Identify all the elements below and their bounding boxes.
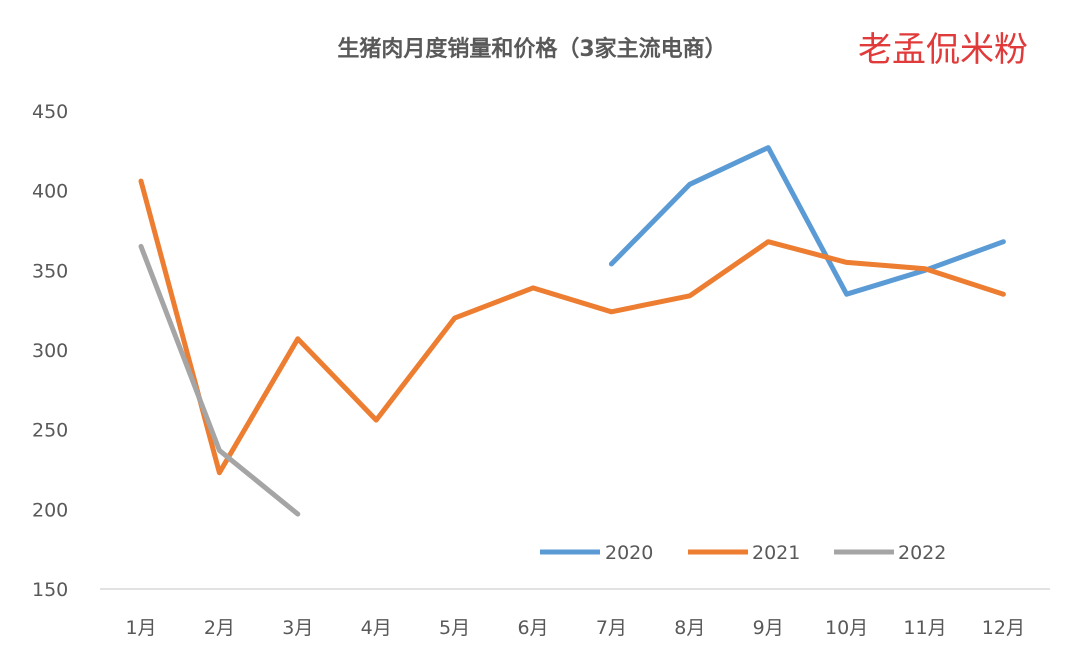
x-tick-label: 10月 xyxy=(825,617,868,639)
x-tick-label: 3月 xyxy=(282,617,313,639)
legend-label-2020: 2020 xyxy=(605,542,653,564)
x-tick-label: 5月 xyxy=(439,617,470,639)
y-tick-label: 250 xyxy=(32,420,68,442)
watermark-text: 老孟侃米粉 xyxy=(858,30,1028,70)
x-tick-label: 2月 xyxy=(204,617,235,639)
y-tick-label: 200 xyxy=(32,499,68,521)
legend: 2020 2021 2022 xyxy=(540,542,946,564)
legend-label-2022: 2022 xyxy=(898,542,946,564)
x-tick-label: 12月 xyxy=(982,617,1025,639)
series-line-2020 xyxy=(608,145,1006,297)
legend-label-2021: 2021 xyxy=(752,542,800,564)
x-tick-label: 7月 xyxy=(596,617,627,639)
y-tick-label: 350 xyxy=(32,260,68,282)
chart-title: 生猪肉月度销量和价格（3家主流电商） xyxy=(337,36,726,62)
x-axis-ticks: 1月 2月 3月 4月 5月 6月 7月 8月 9月 10月 11月 12月 xyxy=(125,617,1025,639)
legend-item-2022: 2022 xyxy=(834,542,946,564)
y-tick-label: 400 xyxy=(32,181,68,203)
y-tick-label: 150 xyxy=(32,579,68,601)
legend-item-2021: 2021 xyxy=(688,542,800,564)
x-tick-label: 11月 xyxy=(903,617,946,639)
series-line-2022 xyxy=(138,243,301,517)
series-lines xyxy=(138,145,1006,517)
series-line-2021 xyxy=(138,178,1006,476)
x-tick-label: 8月 xyxy=(674,617,705,639)
y-axis-ticks: 450 400 350 300 250 200 150 xyxy=(32,101,68,601)
x-tick-label: 9月 xyxy=(753,617,784,639)
y-tick-label: 450 xyxy=(32,101,68,123)
y-tick-label: 300 xyxy=(32,340,68,362)
x-tick-label: 1月 xyxy=(125,617,156,639)
x-tick-label: 4月 xyxy=(361,617,392,639)
legend-item-2020: 2020 xyxy=(540,542,653,564)
x-tick-label: 6月 xyxy=(517,617,548,639)
